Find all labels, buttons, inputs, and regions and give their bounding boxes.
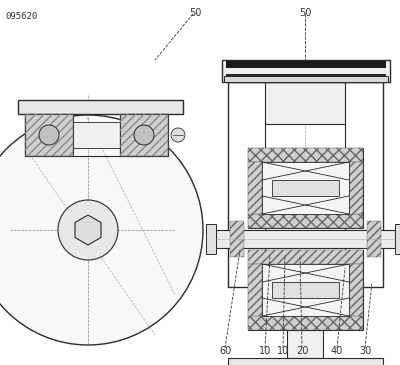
- Bar: [120, 114, 168, 156]
- Bar: [272, 180, 339, 196]
- Bar: [248, 316, 363, 330]
- Bar: [248, 148, 363, 162]
- Bar: [248, 264, 262, 316]
- Circle shape: [39, 125, 59, 145]
- Bar: [226, 74, 386, 77]
- Bar: [395, 224, 400, 254]
- Bar: [216, 230, 395, 248]
- Bar: [248, 148, 363, 228]
- Circle shape: [171, 128, 185, 142]
- Text: 20: 20: [296, 346, 308, 356]
- Bar: [120, 114, 168, 156]
- Bar: [25, 114, 73, 156]
- Bar: [73, 122, 120, 148]
- Bar: [248, 162, 262, 214]
- Circle shape: [58, 200, 118, 260]
- Bar: [248, 214, 363, 228]
- Bar: [222, 60, 390, 82]
- Polygon shape: [75, 215, 101, 245]
- Text: 50: 50: [299, 8, 311, 18]
- Bar: [349, 264, 363, 316]
- Bar: [262, 264, 349, 316]
- Text: 10: 10: [259, 346, 271, 356]
- Text: 30: 30: [359, 346, 371, 356]
- Circle shape: [134, 125, 154, 145]
- Bar: [224, 76, 388, 82]
- Text: 10: 10: [277, 346, 289, 356]
- Bar: [230, 221, 244, 257]
- Bar: [265, 82, 345, 124]
- Bar: [25, 114, 73, 156]
- Bar: [18, 100, 183, 114]
- Text: 40: 40: [331, 346, 343, 356]
- Bar: [226, 61, 386, 68]
- Bar: [228, 82, 383, 287]
- Bar: [262, 162, 349, 214]
- Bar: [248, 250, 363, 330]
- Bar: [228, 358, 383, 365]
- Bar: [272, 282, 339, 298]
- Text: 50: 50: [189, 8, 201, 18]
- Bar: [248, 250, 363, 264]
- Bar: [367, 221, 381, 257]
- Circle shape: [0, 115, 203, 345]
- Text: 095620: 095620: [5, 12, 37, 21]
- Text: 60: 60: [219, 346, 231, 356]
- Bar: [206, 224, 216, 254]
- Bar: [349, 162, 363, 214]
- Bar: [287, 330, 323, 358]
